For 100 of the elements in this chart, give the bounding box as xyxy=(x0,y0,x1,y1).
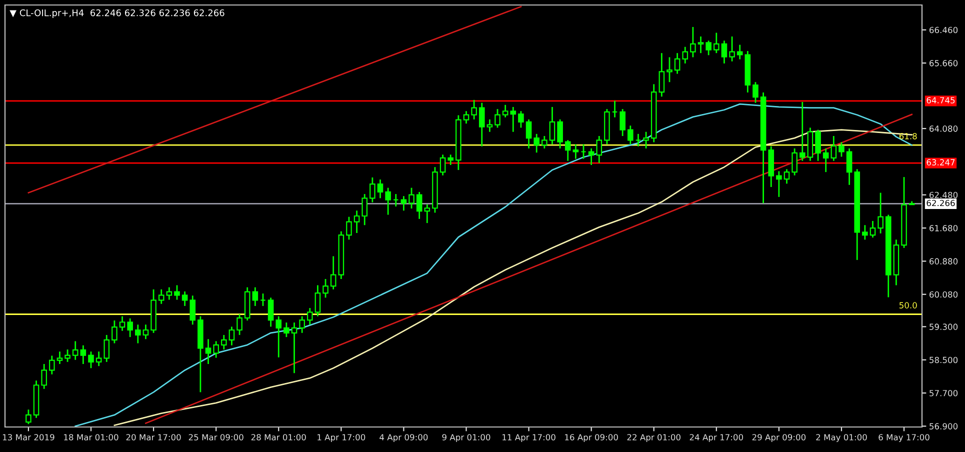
y-tick-label: 65.660 xyxy=(930,60,958,66)
candlestick xyxy=(228,326,235,346)
candlestick xyxy=(534,133,540,154)
candlestick xyxy=(236,314,242,336)
candlestick xyxy=(588,148,594,166)
candlestick xyxy=(870,220,876,238)
candlestick xyxy=(822,148,829,173)
candlestick xyxy=(440,154,446,176)
candlestick xyxy=(299,316,305,334)
candlestick xyxy=(698,36,704,54)
candlestick xyxy=(314,284,321,318)
candlestick xyxy=(362,193,368,226)
candlestick xyxy=(80,344,86,365)
candlestick xyxy=(580,144,586,160)
candlestick xyxy=(268,296,274,328)
annotation: 50.0 xyxy=(900,302,917,308)
candlestick xyxy=(260,292,266,307)
y-tick-label: 56.900 xyxy=(930,423,958,430)
candlestick xyxy=(549,106,556,145)
candlestick xyxy=(56,350,63,365)
candlestick xyxy=(690,26,696,58)
candlestick xyxy=(276,316,282,358)
candlestick xyxy=(72,340,78,361)
candlestick xyxy=(612,100,618,118)
candlestick xyxy=(104,334,110,363)
candlestick xyxy=(682,46,688,64)
candlestick xyxy=(26,408,32,425)
candlestick xyxy=(784,168,790,184)
candlestick xyxy=(478,102,485,148)
x-tick-label: 11 Apr 17:00 xyxy=(502,434,556,442)
candlestick xyxy=(635,133,642,148)
candlestick xyxy=(643,131,649,150)
candlestick xyxy=(729,36,735,62)
candlestick xyxy=(542,135,548,150)
candlestick xyxy=(291,322,298,374)
y-tick-label: 59.300 xyxy=(930,324,958,330)
candlestick xyxy=(220,334,227,350)
x-tick-label: 22 Apr 01:00 xyxy=(627,434,680,442)
candlestick xyxy=(354,210,360,234)
candlestick xyxy=(64,348,70,363)
y-tick-label: 60.880 xyxy=(930,258,958,264)
candlestick xyxy=(620,108,626,137)
candlestick xyxy=(166,286,172,300)
candlestick xyxy=(377,178,384,199)
candlestick xyxy=(666,56,672,83)
x-tick-label: 9 Apr 01:00 xyxy=(442,434,490,442)
candlestick xyxy=(284,322,290,338)
candlestick xyxy=(392,193,399,208)
candlestick xyxy=(862,224,868,240)
candlestick xyxy=(463,110,470,124)
x-tick-label: 6 May 17:00 xyxy=(878,434,930,442)
candlestick xyxy=(658,52,665,98)
y-tick-label: 66.460 xyxy=(930,26,958,34)
candlestick xyxy=(322,278,328,298)
candlestick xyxy=(400,195,407,212)
y-tick-label: 61.680 xyxy=(930,225,958,232)
x-tick-label: 28 Mar 01:00 xyxy=(251,434,306,440)
ref-line-label: 62.266 xyxy=(926,200,955,206)
candlestick xyxy=(799,101,806,162)
y-tick-label: 64.080 xyxy=(930,126,958,132)
candlestick xyxy=(49,355,55,376)
candlestick xyxy=(878,192,884,234)
y-tick-label: 62.480 xyxy=(930,192,958,198)
candlestick xyxy=(518,110,524,128)
candlestick xyxy=(557,118,563,150)
candlestick xyxy=(424,204,430,224)
candlestick xyxy=(252,286,258,307)
x-tick-label: 29 Apr 09:00 xyxy=(752,434,806,442)
candlestick xyxy=(830,135,837,162)
candlestick xyxy=(213,340,219,358)
candlestick xyxy=(838,142,844,158)
candlestick xyxy=(96,350,102,367)
candlestick xyxy=(526,118,532,150)
candlestick xyxy=(416,191,422,220)
x-tick-label: 13 Mar 2019 xyxy=(2,434,54,440)
candlestick xyxy=(736,44,743,60)
candlestick xyxy=(119,316,126,332)
y-tick-label: 60.080 xyxy=(930,291,958,298)
candlestick xyxy=(776,170,782,198)
candlestick xyxy=(846,148,852,186)
x-tick-label: 18 Mar 01:00 xyxy=(64,434,118,440)
candlestick xyxy=(158,288,164,305)
candlestick xyxy=(112,320,118,344)
x-tick-label: 16 Apr 09:00 xyxy=(565,434,618,442)
candlestick xyxy=(792,148,798,176)
candlestick xyxy=(510,106,516,133)
y-tick-label: 58.500 xyxy=(930,356,958,364)
candlestick xyxy=(572,144,579,160)
candlestick xyxy=(142,324,149,340)
candlestick xyxy=(628,124,634,145)
candlestick xyxy=(306,307,313,326)
candlestick xyxy=(174,284,180,300)
y-tick-label: 57.700 xyxy=(930,390,958,396)
candlestick xyxy=(330,256,336,290)
x-tick-label: 2 May 01:00 xyxy=(816,434,867,442)
x-tick-label: 4 Apr 09:00 xyxy=(380,434,428,442)
candlestick xyxy=(494,108,500,128)
ref-line-label: 63.247 xyxy=(926,159,955,166)
candlestick xyxy=(135,324,141,344)
candlestick xyxy=(596,135,602,164)
